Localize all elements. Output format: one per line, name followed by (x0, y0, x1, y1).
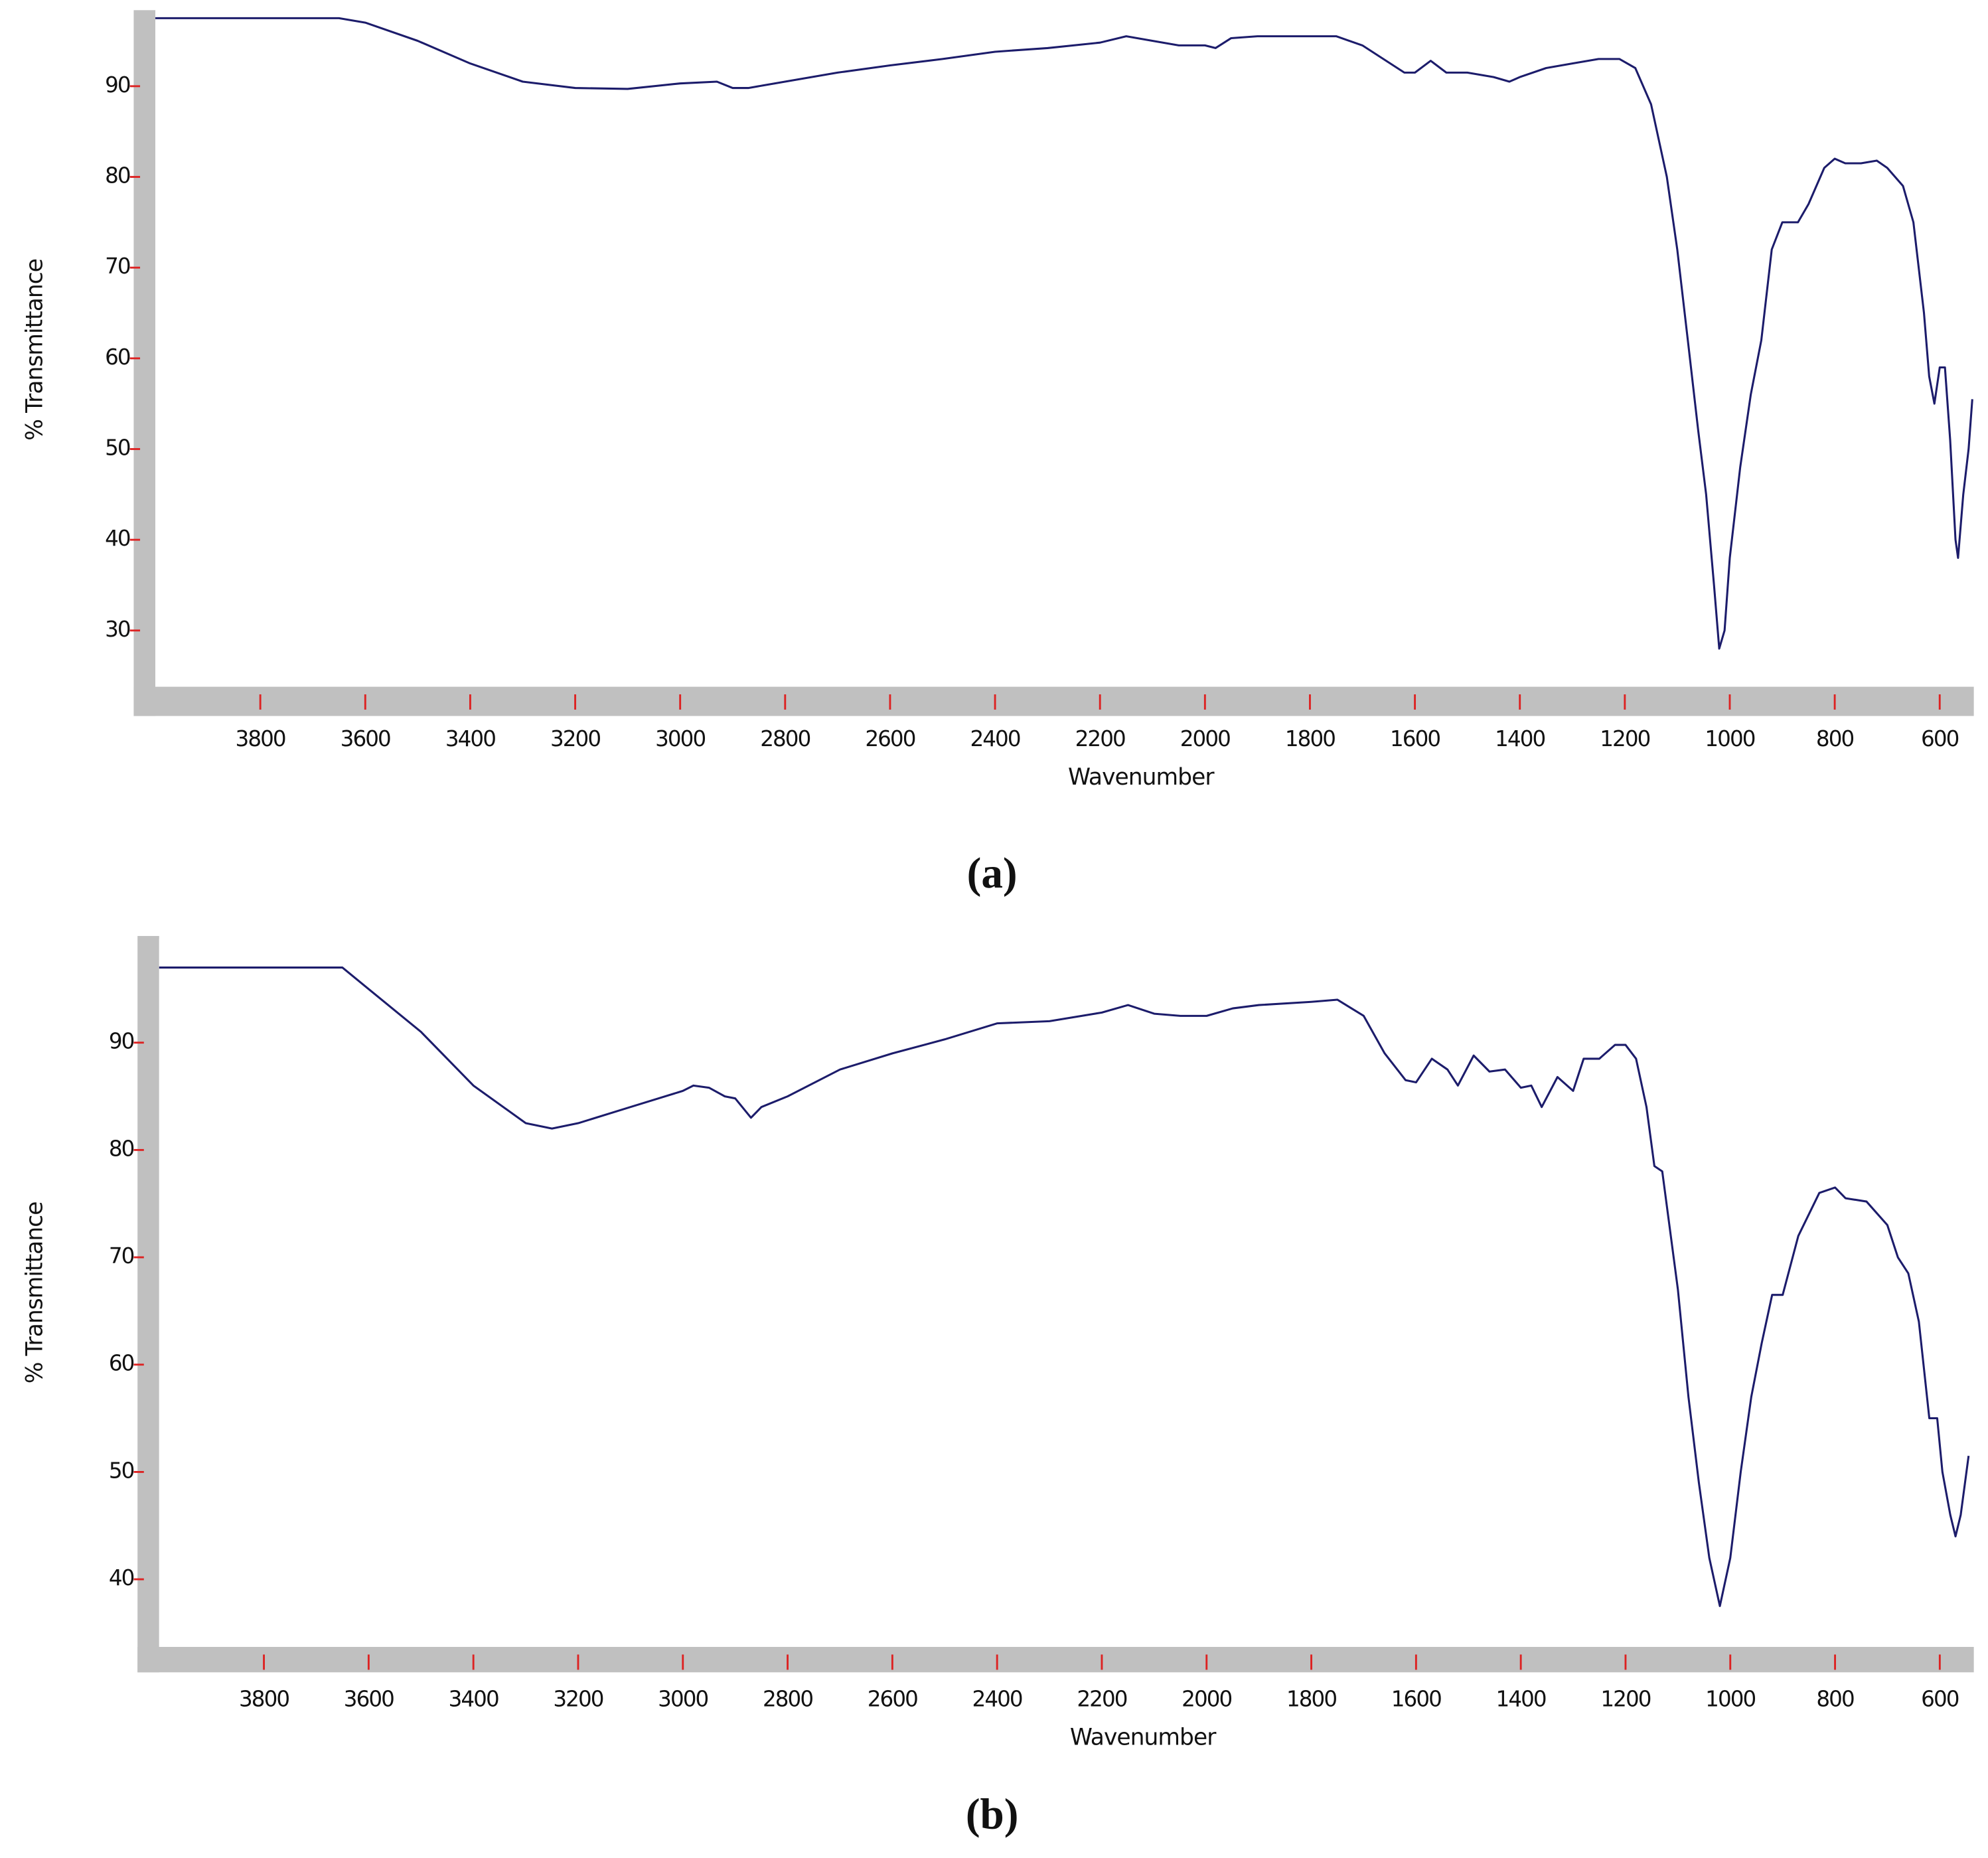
spectrum-line (155, 17, 1973, 650)
y-axis-label: % Transmittance (21, 1202, 48, 1384)
x-tick-label: 2400 (970, 726, 1020, 751)
x-tick-label: 1200 (1600, 726, 1649, 751)
x-axis-label: Wavenumber (1070, 1724, 1217, 1750)
x-tick-label: 2800 (760, 726, 810, 751)
panel-label: (a) (967, 850, 1018, 897)
x-tick-label: 2200 (1077, 1686, 1126, 1711)
x-tick-label: 3800 (236, 726, 285, 751)
x-tick-label: 1800 (1285, 726, 1335, 751)
x-tick-label: 1000 (1705, 726, 1754, 751)
y-tick-label: 70 (109, 1243, 134, 1269)
x-tick-label: 3200 (553, 1686, 603, 1711)
x-tick-label: 3400 (445, 726, 495, 751)
x-tick-label: 1600 (1390, 726, 1440, 751)
plot-area (159, 938, 1974, 1647)
panel-label: (b) (966, 1791, 1019, 1839)
x-tick-label: 600 (1921, 726, 1959, 751)
plot-area (155, 13, 1974, 687)
x-tick-label: 2000 (1182, 1686, 1231, 1711)
x-tick-label: 2600 (865, 726, 915, 751)
y-axis-label: % Transmittance (21, 259, 48, 441)
x-tick-label: 2000 (1180, 726, 1230, 751)
x-tick-label: 800 (1816, 1686, 1854, 1711)
y-tick-label: 30 (105, 617, 130, 642)
x-tick-label: 1000 (1705, 1686, 1755, 1711)
x-tick-label: 1400 (1495, 726, 1545, 751)
x-tick-label: 1200 (1600, 1686, 1650, 1711)
y-tick-label: 60 (109, 1351, 134, 1376)
y-tick-label: 50 (105, 435, 130, 460)
y-tick-label: 40 (109, 1565, 134, 1590)
y-tick-label: 80 (105, 163, 130, 189)
x-tick-label: 3400 (449, 1686, 498, 1711)
y-tick-label: 50 (109, 1458, 134, 1483)
x-tick-label: 2400 (972, 1686, 1022, 1711)
y-tick-label: 60 (105, 345, 130, 370)
x-axis-label: Wavenumber (1068, 764, 1215, 791)
axis-bar-bottom (133, 686, 1974, 716)
x-tick-label: 3000 (658, 1686, 708, 1711)
x-tick-label: 1800 (1286, 1686, 1336, 1711)
x-tick-label: 3000 (655, 726, 705, 751)
axis-bar-bottom (137, 1646, 1974, 1673)
y-tick-label: 90 (105, 72, 130, 98)
axis-bar-left (137, 936, 159, 1673)
x-tick-label: 800 (1816, 726, 1854, 751)
x-tick-label: 3600 (344, 1686, 394, 1711)
y-tick-label: 80 (109, 1136, 134, 1161)
y-tick-label: 70 (105, 254, 130, 279)
axis-bar-left (133, 10, 156, 716)
x-tick-label: 2800 (763, 1686, 812, 1711)
spectrum-line (159, 967, 1970, 1608)
y-tick-label: 90 (109, 1029, 134, 1054)
x-tick-label: 600 (1921, 1686, 1959, 1711)
x-tick-label: 2200 (1075, 726, 1125, 751)
x-tick-label: 3200 (550, 726, 600, 751)
x-tick-label: 1400 (1496, 1686, 1546, 1711)
x-tick-label: 2600 (868, 1686, 917, 1711)
y-tick-label: 40 (105, 526, 130, 551)
x-tick-label: 1600 (1391, 1686, 1441, 1711)
x-tick-label: 3600 (341, 726, 390, 751)
x-tick-label: 3800 (239, 1686, 289, 1711)
